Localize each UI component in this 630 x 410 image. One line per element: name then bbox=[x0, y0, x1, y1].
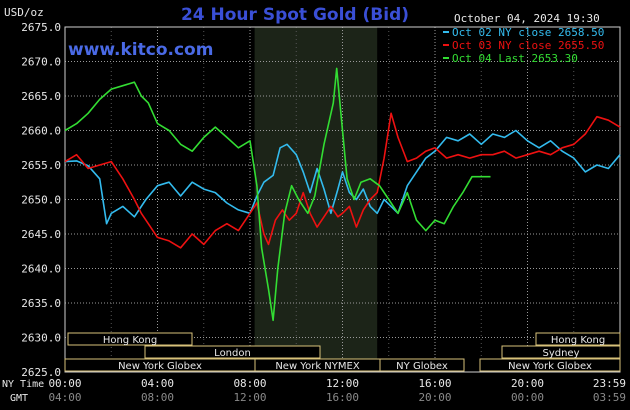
y-tick-label: 2670.0 bbox=[21, 56, 61, 69]
x-tick-ny: 04:00 bbox=[141, 377, 174, 390]
x-tick-gmt: 16:00 bbox=[326, 391, 359, 404]
timestamp-label: October 04, 2024 19:30 bbox=[454, 12, 600, 25]
x-tick-ny: 20:00 bbox=[511, 377, 544, 390]
y-tick-label: 2660.0 bbox=[21, 125, 61, 138]
y-tick-label: 2650.0 bbox=[21, 194, 61, 207]
market-session-label: New York Globex bbox=[508, 361, 592, 372]
units-label: USD/oz bbox=[4, 6, 44, 19]
series-line-2 bbox=[64, 67, 491, 322]
market-session-box bbox=[501, 345, 621, 359]
y-tick-label: 2635.0 bbox=[21, 297, 61, 310]
plot-frame bbox=[64, 26, 621, 373]
ny-time-row-label: NY Time bbox=[2, 379, 44, 390]
market-session-box bbox=[379, 358, 465, 372]
y-tick-label: 2655.0 bbox=[21, 159, 61, 172]
market-session-label: New York NYMEX bbox=[275, 361, 360, 372]
series-line-0 bbox=[64, 129, 621, 225]
x-tick-gmt: 00:00 bbox=[511, 391, 544, 404]
market-session-label: London bbox=[214, 348, 251, 359]
x-tick-ny: 12:00 bbox=[326, 377, 359, 390]
y-tick-label: 2675.0 bbox=[21, 21, 61, 34]
gmt-row-label: GMT bbox=[10, 393, 28, 404]
x-tick-ny: 23:59 bbox=[593, 377, 626, 390]
x-tick-gmt: 12:00 bbox=[233, 391, 266, 404]
y-tick-label: 2625.0 bbox=[21, 366, 61, 379]
x-tick-ny: 00:00 bbox=[48, 377, 81, 390]
x-tick-ny: 16:00 bbox=[418, 377, 451, 390]
market-session-label: Hong Kong bbox=[551, 335, 605, 346]
x-tick-ny: 08:00 bbox=[233, 377, 266, 390]
y-tick-label: 2630.0 bbox=[21, 332, 61, 345]
market-session-box bbox=[67, 332, 193, 346]
y-tick-label: 2640.0 bbox=[21, 263, 61, 276]
brand-watermark: www.kitco.com bbox=[68, 40, 213, 60]
y-tick-label: 2645.0 bbox=[21, 228, 61, 241]
market-session-box bbox=[479, 358, 621, 372]
x-tick-gmt: 04:00 bbox=[48, 391, 81, 404]
market-session-box bbox=[144, 345, 321, 359]
market-session-label: Sydney bbox=[542, 348, 579, 359]
x-tick-gmt: 20:00 bbox=[418, 391, 451, 404]
legend-entry: Oct 02 NY close 2658.50 bbox=[452, 26, 604, 39]
series-line-1 bbox=[64, 112, 621, 249]
market-session-label: NY Globex bbox=[396, 361, 448, 372]
x-tick-gmt: 08:00 bbox=[141, 391, 174, 404]
chart-title: 24 Hour Spot Gold (Bid) bbox=[181, 5, 409, 25]
market-session-label: New York Globex bbox=[118, 361, 202, 372]
legend-entry: Oct 04 Last 2653.30 bbox=[452, 52, 578, 65]
market-session-label: Hong Kong bbox=[103, 335, 157, 346]
legend-entry: Oct 03 NY close 2655.50 bbox=[452, 39, 604, 52]
y-tick-label: 2665.0 bbox=[21, 90, 61, 103]
x-tick-gmt: 03:59 bbox=[593, 391, 626, 404]
market-session-box bbox=[535, 332, 621, 346]
